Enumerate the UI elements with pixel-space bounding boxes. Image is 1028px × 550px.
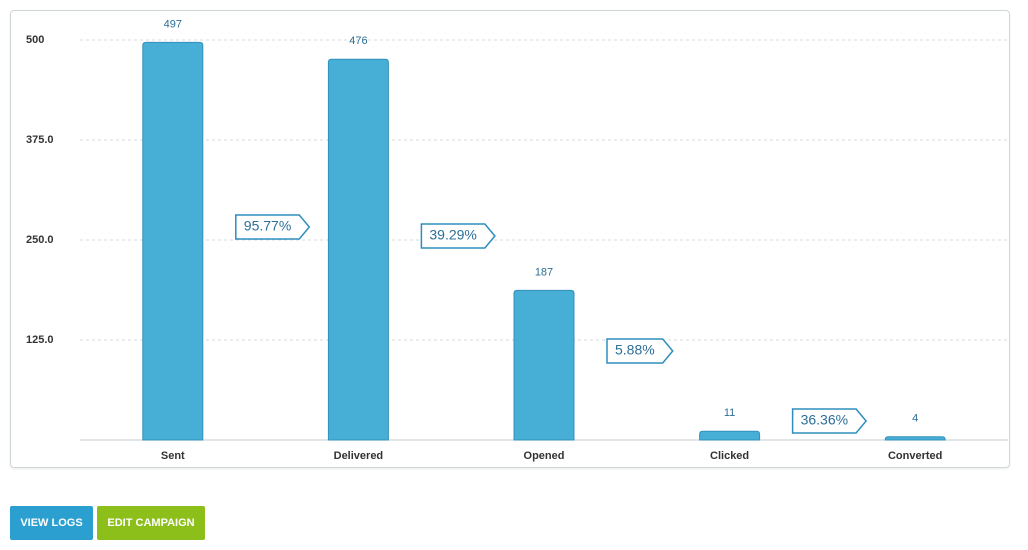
conversion-label: 39.29%	[429, 227, 476, 243]
x-tick-label: Converted	[888, 450, 942, 462]
y-tick-label: 125.0	[26, 334, 54, 346]
chart-panel	[10, 10, 1010, 468]
view-logs-button[interactable]: VIEW LOGS	[10, 506, 93, 540]
value-label: 4	[912, 413, 918, 425]
bar	[513, 289, 575, 441]
bar	[142, 41, 204, 441]
value-label: 11	[724, 407, 735, 419]
x-tick-label: Delivered	[334, 450, 384, 462]
conversion-label: 95.77%	[244, 218, 291, 234]
x-tick-label: Opened	[524, 450, 565, 462]
y-tick-label: 500	[26, 34, 44, 46]
conversion-callout	[235, 214, 311, 240]
x-tick-label: Sent	[161, 450, 185, 462]
conversion-label: 36.36%	[801, 412, 848, 428]
edit-campaign-button[interactable]: EDIT CAMPAIGN	[97, 506, 205, 540]
conversion-callout	[606, 338, 674, 364]
conversion-label: 5.88%	[615, 342, 655, 358]
value-label: 476	[349, 35, 367, 47]
value-label: 187	[535, 266, 553, 278]
y-tick-label: 250.0	[26, 234, 54, 246]
conversion-callout	[420, 223, 496, 249]
chart: 125.0 250.0 375.0 500 Sent 497 Delivered 476 Ope…	[26, 18, 1008, 462]
x-tick-label: Clicked	[710, 450, 749, 462]
bar	[699, 430, 761, 441]
conversion-callout	[791, 408, 868, 434]
value-label: 497	[164, 18, 182, 30]
bar	[327, 58, 389, 441]
bar	[884, 436, 946, 441]
y-tick-label: 375.0	[26, 134, 54, 146]
